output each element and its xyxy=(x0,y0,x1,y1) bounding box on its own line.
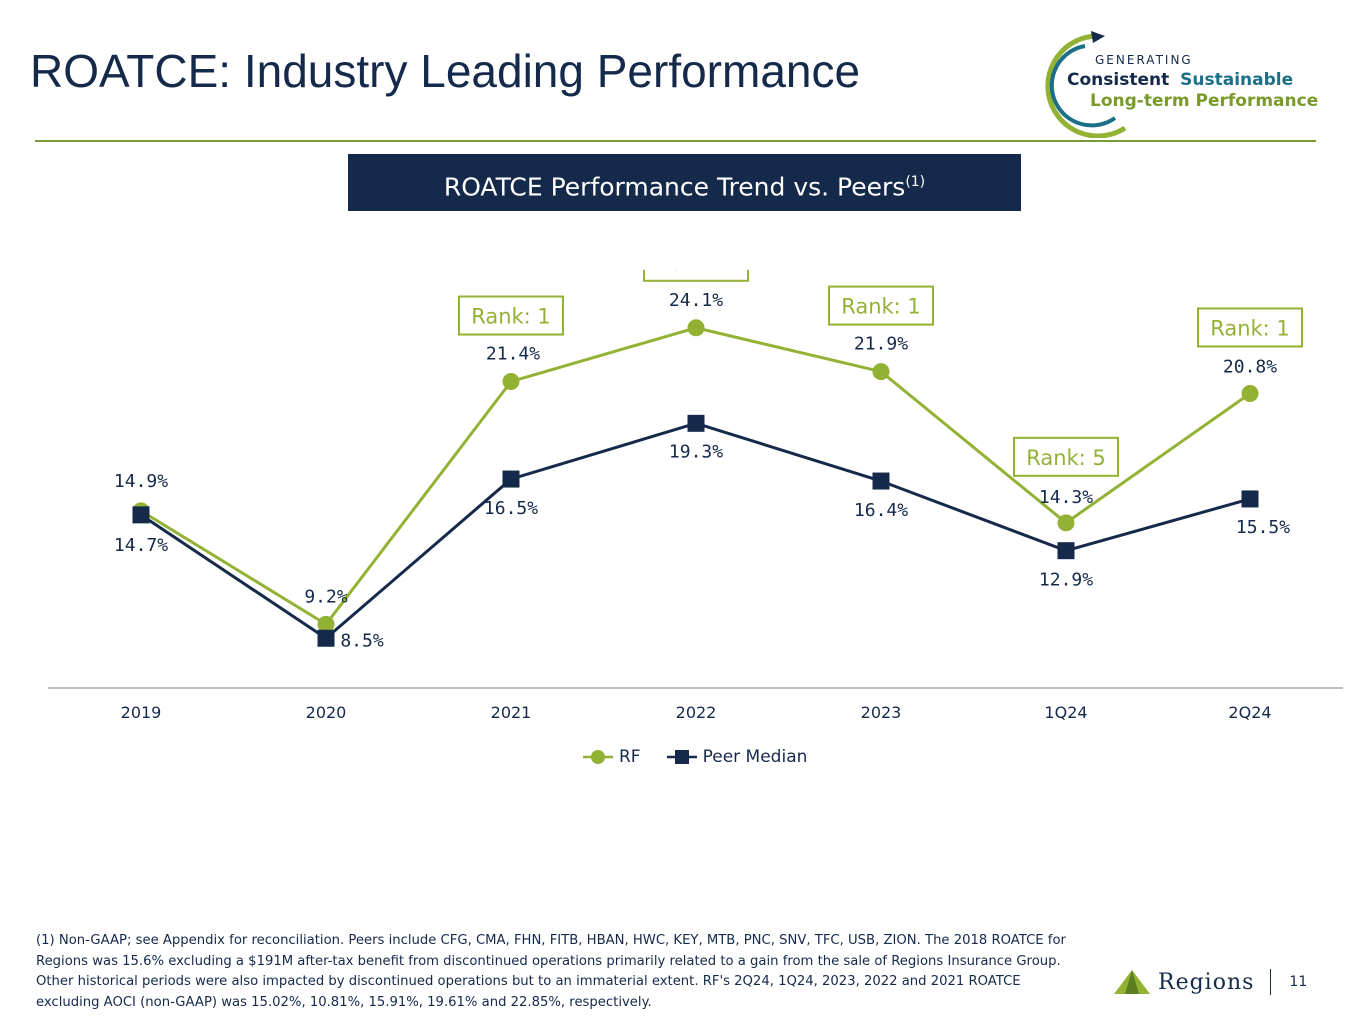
x-tick-label: 2022 xyxy=(676,703,717,722)
data-point-rf xyxy=(1057,514,1075,532)
data-label-rf: 14.3% xyxy=(1039,487,1093,508)
legend-item-rf: RF xyxy=(583,747,641,767)
data-label-peer: 14.7% xyxy=(114,535,168,556)
badge-sustainable: Sustainable xyxy=(1180,70,1293,90)
data-point-peer xyxy=(317,629,335,647)
regions-logo: Regions 11 xyxy=(1112,968,1307,996)
rank-annotation-box xyxy=(1197,307,1303,348)
rank-annotation-label: Rank: 1 xyxy=(656,270,736,275)
badge-arc-inner-icon xyxy=(1049,44,1117,128)
data-label-rf: 21.9% xyxy=(854,334,908,355)
x-tick-label: 2Q24 xyxy=(1228,703,1271,722)
data-point-peer xyxy=(872,472,890,490)
generating-badge: GENERATING Consistent Sustainable Long-t… xyxy=(1045,31,1318,138)
x-tick-label: 1Q24 xyxy=(1044,703,1087,722)
header-rule xyxy=(35,140,1316,142)
rank-annotation-label: Rank: 1 xyxy=(1210,316,1290,340)
data-label-rf: 9.2% xyxy=(304,586,348,607)
peer-marker-icon xyxy=(666,750,697,764)
data-point-peer xyxy=(687,414,705,432)
data-label-rf: 24.1% xyxy=(669,290,723,311)
data-label-peer: 16.5% xyxy=(484,498,538,519)
chart-banner: ROATCE Performance Trend vs. Peers(1) xyxy=(348,154,1021,211)
data-point-peer xyxy=(1057,542,1075,560)
rank-annotation-label: Rank: 1 xyxy=(841,295,921,319)
svg-text:Consistent Sustainable: Consistent Sustainable xyxy=(1067,70,1293,90)
data-point-peer xyxy=(502,470,520,488)
data-point-rf xyxy=(872,363,890,381)
badge-line3: Long-term Performance xyxy=(1090,91,1318,111)
badge-consistent: Consistent xyxy=(1067,70,1169,90)
data-label-peer: 15.5% xyxy=(1236,517,1290,538)
roatce-line-chart: 2019 2020 2021 2022 2023 1Q24 2Q24 14.9% 9.2% 21.… xyxy=(48,270,1343,722)
footnote: (1) Non-GAAP; see Appendix for reconcili… xyxy=(36,933,1066,1010)
data-point-rf xyxy=(1241,384,1259,402)
page-title: ROATCE: Industry Leading Performance xyxy=(30,45,861,97)
data-label-peer: 8.5% xyxy=(340,630,384,651)
badge-arc-icon xyxy=(1045,33,1127,138)
banner-text: ROATCE Performance Trend vs. Peers xyxy=(443,172,906,202)
data-label-peer: 12.9% xyxy=(1039,570,1093,591)
chart-legend: RF Peer Median xyxy=(583,747,807,767)
x-tick-label: 2023 xyxy=(861,703,902,722)
data-point-peer xyxy=(132,506,150,524)
data-label-rf: 14.9% xyxy=(114,471,168,492)
rank-annotation-box xyxy=(1013,436,1119,477)
rf-marker-icon xyxy=(583,750,613,764)
regions-pyramid-icon xyxy=(1114,970,1150,994)
data-point-rf xyxy=(687,319,705,337)
page-number: 11 xyxy=(1289,974,1308,990)
data-point-rf xyxy=(317,615,335,633)
legend-label-peer: Peer Median xyxy=(702,747,808,767)
badge-line1: GENERATING xyxy=(1095,53,1193,67)
data-label-peer: 19.3% xyxy=(669,441,723,462)
data-label-peer: 16.4% xyxy=(854,500,908,521)
legend-item-peer: Peer Median xyxy=(666,747,808,767)
x-tick-label: 2021 xyxy=(491,703,532,722)
badge-arrow-icon xyxy=(1091,31,1105,43)
brand-name: Regions xyxy=(1158,969,1255,995)
legend-label-rf: RF xyxy=(619,747,641,767)
logo-divider xyxy=(1270,969,1272,995)
rank-annotation-box xyxy=(828,285,934,326)
rank-annotation-label: Rank: 1 xyxy=(471,305,551,329)
rank-annotation-box xyxy=(458,295,564,336)
x-tick-label: 2020 xyxy=(306,703,347,722)
x-tick-label: 2019 xyxy=(121,703,162,722)
data-point-rf xyxy=(502,373,520,391)
data-point-peer xyxy=(1241,490,1259,508)
data-label-rf: 21.4% xyxy=(486,344,540,365)
data-label-rf: 20.8% xyxy=(1223,356,1277,377)
banner-footnote-ref: (1) xyxy=(905,174,926,190)
rank-annotation-label: Rank: 5 xyxy=(1026,446,1106,470)
rank-annotation-box xyxy=(643,270,749,282)
